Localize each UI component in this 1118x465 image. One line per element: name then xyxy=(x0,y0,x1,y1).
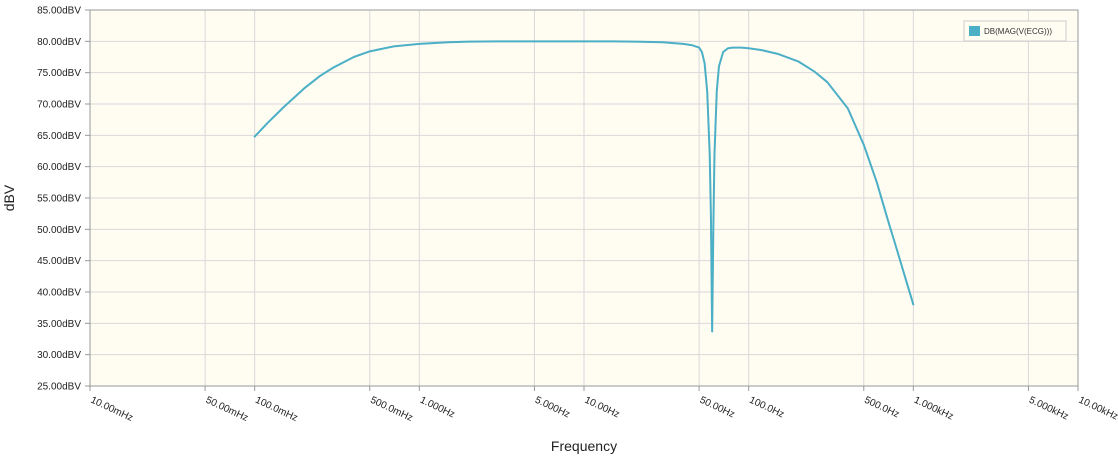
y-tick-label: 60.00dBV xyxy=(37,162,81,173)
x-tick-label: 10.00kHz xyxy=(1077,395,1118,423)
x-tick-label: 100.0mHz xyxy=(253,395,299,424)
y-tick-label: 85.00dBV xyxy=(37,6,81,17)
x-tick-label: 50.00Hz xyxy=(698,395,736,421)
legend-swatch xyxy=(969,26,980,36)
x-axis-title: Frequency xyxy=(551,438,617,454)
x-tick-label: 500.0mHz xyxy=(368,395,414,424)
grid xyxy=(89,9,1079,387)
y-tick-label: 35.00dBV xyxy=(37,319,81,330)
y-axis-title: dBV xyxy=(1,184,17,211)
x-tick-label: 500.0Hz xyxy=(862,395,900,421)
x-tick-label: 1.000kHz xyxy=(912,395,955,423)
x-tick-label: 50.00mHz xyxy=(204,395,250,424)
y-tick-label: 45.00dBV xyxy=(37,256,81,267)
y-tick-label: 50.00dBV xyxy=(37,225,81,236)
legend-box xyxy=(963,20,1067,42)
x-tick-label: 1.000Hz xyxy=(418,395,456,421)
x-tick-label: 5.000Hz xyxy=(533,395,571,421)
x-tick-label: 10.00Hz xyxy=(583,395,621,421)
legend: DB(MAG(V(ECG))) xyxy=(963,20,1067,42)
x-tick-label: 100.0Hz xyxy=(747,395,785,421)
x-axis: 10.00mHz 50.00mHz 100.0mHz 500.0mHz 1.000Hz 5… xyxy=(89,386,1118,424)
y-tick-label: 55.00dBV xyxy=(37,194,81,205)
y-tick-label: 25.00dBV xyxy=(37,382,81,393)
y-tick-label: 65.00dBV xyxy=(37,131,81,142)
y-axis: 85.00dBV 80.00dBV 75.00dBV 70.00dBV 65.00dBV… xyxy=(37,6,90,393)
series-layer xyxy=(253,40,915,333)
x-tick-label: 5.000kHz xyxy=(1027,395,1070,423)
legend-label: DB(MAG(V(ECG))) xyxy=(984,27,1052,36)
y-tick-label: 75.00dBV xyxy=(37,68,81,79)
y-tick-label: 30.00dBV xyxy=(37,350,81,361)
y-tick-label: 80.00dBV xyxy=(37,37,81,48)
x-tick-label: 10.00mHz xyxy=(89,395,135,424)
y-tick-label: 40.00dBV xyxy=(37,288,81,299)
y-tick-label: 70.00dBV xyxy=(37,100,81,111)
series-line-0 xyxy=(253,40,915,333)
